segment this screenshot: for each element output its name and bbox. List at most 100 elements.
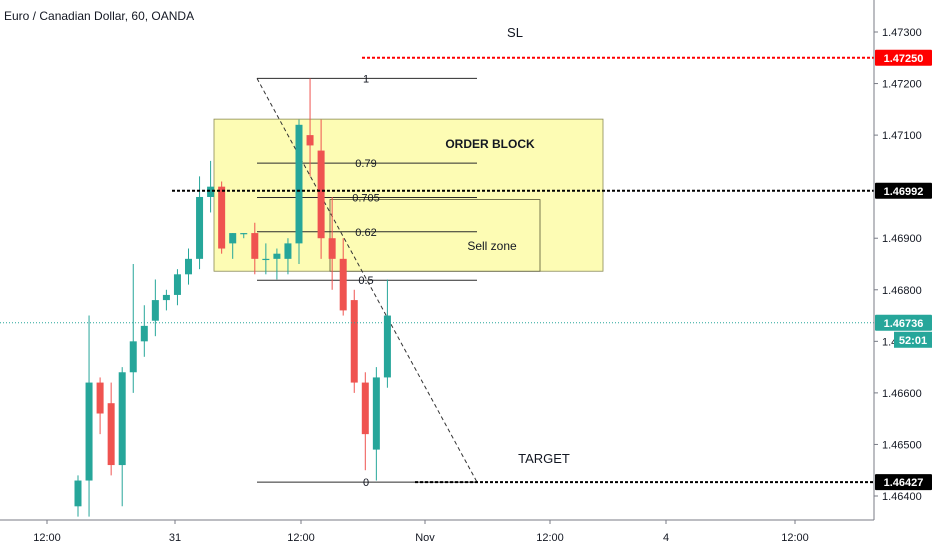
candles-layer bbox=[74, 78, 391, 517]
candle-up bbox=[129, 264, 137, 393]
price-tick-label: 1.46900 bbox=[882, 233, 922, 245]
candle-body bbox=[350, 300, 358, 383]
price-badge-bg bbox=[875, 182, 932, 199]
candle-up bbox=[151, 279, 159, 337]
symbol-title: Euro / Canadian Dollar, 60, OANDA bbox=[4, 9, 195, 23]
time-tick-label: Nov bbox=[415, 532, 435, 544]
candle-body bbox=[107, 403, 115, 466]
candle-up bbox=[295, 119, 303, 265]
candle-body bbox=[218, 186, 226, 249]
price-badge-label: 1.46736 bbox=[884, 318, 924, 330]
candle-up bbox=[173, 269, 181, 306]
price-badge-bg bbox=[875, 49, 932, 66]
candle-body bbox=[273, 253, 281, 259]
price-tick-label: 1.46400 bbox=[882, 491, 922, 503]
candle-down bbox=[361, 372, 369, 471]
countdown-label: 52:01 bbox=[899, 335, 927, 347]
fib-level-label: 0.705 bbox=[352, 192, 380, 204]
price-axis[interactable]: 1.464001.465001.466001.467001.468001.469… bbox=[873, 0, 932, 520]
target-label: TARGET bbox=[518, 451, 570, 466]
candle-down bbox=[350, 289, 358, 393]
price-tick-label: 1.46500 bbox=[882, 439, 922, 451]
candle-up bbox=[74, 475, 82, 517]
candle-up bbox=[140, 305, 148, 357]
candle-body bbox=[129, 341, 137, 373]
candle-body bbox=[251, 233, 259, 259]
sell-zone-label: Sell zone bbox=[467, 239, 517, 253]
candle-body bbox=[317, 150, 325, 239]
candle-down bbox=[306, 78, 314, 177]
fib-level-label: 0.79 bbox=[355, 158, 376, 170]
price-badge-bg bbox=[875, 474, 932, 491]
candle-body bbox=[74, 480, 82, 507]
zones-layer bbox=[213, 118, 604, 272]
time-tick-label: 4 bbox=[663, 532, 669, 544]
candle-up bbox=[85, 315, 93, 517]
candle-up bbox=[284, 238, 292, 275]
price-tick-label: 1.47300 bbox=[882, 27, 922, 39]
time-tick-label: 31 bbox=[169, 532, 181, 544]
candle-down bbox=[107, 382, 115, 476]
candle-up bbox=[372, 367, 380, 481]
candle-body bbox=[162, 294, 170, 301]
order-block-label: ORDER BLOCK bbox=[445, 137, 535, 151]
countdown-badge-bg bbox=[894, 331, 932, 348]
price-badge-label: 1.47250 bbox=[884, 53, 924, 65]
price-tick-label: 1.46800 bbox=[882, 285, 922, 297]
price-badge: 1.46427 bbox=[875, 474, 932, 491]
time-tick-label: 12:00 bbox=[781, 532, 809, 544]
candle-body bbox=[196, 196, 204, 259]
fib-level-label: 1 bbox=[363, 73, 369, 85]
sl-label: SL bbox=[507, 25, 523, 40]
candle-up bbox=[383, 279, 391, 388]
candle-up bbox=[240, 233, 248, 239]
price-badge-bg bbox=[875, 314, 932, 331]
candle-body bbox=[295, 124, 303, 244]
candle-body bbox=[262, 258, 270, 261]
candle-up bbox=[196, 176, 204, 270]
time-tick-label: 12:00 bbox=[536, 532, 564, 544]
fib-level-label: 0.5 bbox=[358, 275, 373, 287]
candle-up bbox=[162, 289, 170, 311]
candle-up bbox=[185, 248, 192, 285]
time-axis[interactable]: 12:00 31 12:00 Nov 12:00 4 12:00 bbox=[0, 519, 874, 544]
candle-body bbox=[284, 243, 292, 259]
time-tick-label: 12:00 bbox=[33, 532, 61, 544]
candle-down bbox=[317, 119, 325, 259]
candle-up bbox=[207, 160, 215, 213]
price-badge: 1.46992 bbox=[875, 182, 932, 199]
annotation-labels: ORDER BLOCK Sell zone SL TARGET bbox=[445, 25, 570, 466]
candle-up bbox=[229, 233, 237, 259]
candle-body bbox=[151, 300, 159, 321]
candle-body bbox=[185, 258, 192, 275]
price-badge-label: 1.46992 bbox=[884, 186, 924, 198]
candle-body bbox=[339, 258, 347, 311]
price-badge: 1.47250 bbox=[875, 49, 932, 66]
price-badge: 1.46736 52:01 bbox=[875, 314, 932, 348]
candle-body bbox=[306, 135, 314, 146]
candle-down bbox=[96, 377, 104, 435]
candle-up bbox=[262, 243, 270, 275]
price-tick-label: 1.47200 bbox=[882, 79, 922, 91]
price-tick-label: 1.46600 bbox=[882, 388, 922, 400]
candle-body bbox=[96, 382, 104, 414]
fib-level-label: 0.62 bbox=[355, 227, 376, 239]
candle-body bbox=[361, 382, 369, 435]
fibonacci-retracement[interactable]: 1 0.79 0.705 0.62 0.5 0 bbox=[256, 73, 478, 489]
candle-down bbox=[251, 222, 259, 275]
candle-body bbox=[207, 186, 215, 197]
overlay-lines bbox=[0, 56, 874, 484]
candle-body bbox=[140, 325, 148, 342]
candle-body bbox=[118, 372, 126, 466]
candle-body bbox=[383, 315, 391, 378]
candle-body bbox=[173, 274, 181, 295]
price-tick-label: 1.47100 bbox=[882, 130, 922, 142]
candle-body bbox=[240, 233, 248, 235]
candle-body bbox=[372, 377, 380, 450]
candle-down bbox=[328, 196, 336, 290]
candle-down bbox=[218, 181, 226, 254]
sell-zone[interactable] bbox=[329, 199, 541, 272]
candle-body bbox=[229, 233, 237, 244]
candle-body bbox=[328, 238, 336, 259]
